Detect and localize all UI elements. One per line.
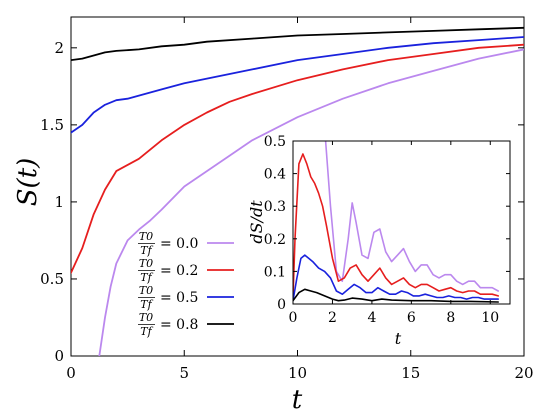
legend-denominator: Tf [140,271,153,284]
legend-value: = 0.8 [160,317,198,333]
inset-y-tick-label-3: 0.3 [264,199,286,215]
legend-denominator: Tf [140,244,153,257]
main-y-tick-label-1: 0.5 [40,270,64,288]
main-series-group [71,26,524,356]
inset-plot-frame [292,140,511,305]
main-x-tick-label-3: 15 [401,364,420,382]
inset-x-tick-label-0: 0 [289,310,298,326]
legend-value: = 0.0 [160,236,198,252]
main-y-tick-label-3: 1.5 [40,116,64,134]
legend-numerator: T0 [139,230,153,243]
main-y-tick-label-2: 1 [54,193,64,211]
inset-x-tick-label-2: 4 [367,310,376,326]
legend-denominator: Tf [140,325,153,338]
main-series-line-2 [71,36,524,134]
main-series-line-3 [71,26,524,61]
inset-series-group [293,141,500,303]
inset-y-axis-title: dS/dt [247,200,266,244]
inset-series-line-2 [293,254,500,302]
legend-numerator: T0 [139,257,153,270]
legend-value: = 0.5 [160,290,198,306]
inset-y-tick-label-1: 0.1 [264,264,286,280]
inset-y-tick-label-4: 0.4 [264,167,286,183]
inset-ticks-group: 0 2 4 6 8 10 0 0.1 0.2 0.3 0.4 0.5 [264,134,510,326]
inset-x-tick-label-4: 8 [446,310,455,326]
inset-series-line-3 [293,288,500,303]
main-y-tick-label-4: 2 [54,39,64,57]
main-y-tick-label-0: 0 [54,347,64,365]
main-x-tick-label-2: 10 [288,364,307,382]
inset-x-axis-title: t [395,329,402,348]
inset-series-line-0 [324,141,500,292]
inset-series-line-1 [293,153,500,299]
inset-x-tick-label-3: 6 [407,310,416,326]
main-x-tick-label-0: 0 [66,364,76,382]
main-x-tick-label-1: 5 [179,364,189,382]
inset-x-tick-label-1: 2 [328,310,337,326]
inset-x-tick-label-5: 10 [481,310,499,326]
main-x-tick-label-4: 20 [514,364,533,382]
legend-numerator: T0 [139,311,153,324]
main-series-line-1 [71,43,524,274]
main-y-axis-title: S(t) [13,158,43,207]
legend-numerator: T0 [139,284,153,297]
inset-y-tick-label-0: 0 [277,297,286,313]
legend-value: = 0.2 [160,263,198,279]
legend-denominator: Tf [140,298,153,311]
main-x-axis-title: t [292,385,303,415]
main-series-line-0 [98,48,524,356]
inset-y-tick-label-2: 0.2 [264,232,286,248]
inset-y-tick-label-5: 0.5 [264,134,286,150]
